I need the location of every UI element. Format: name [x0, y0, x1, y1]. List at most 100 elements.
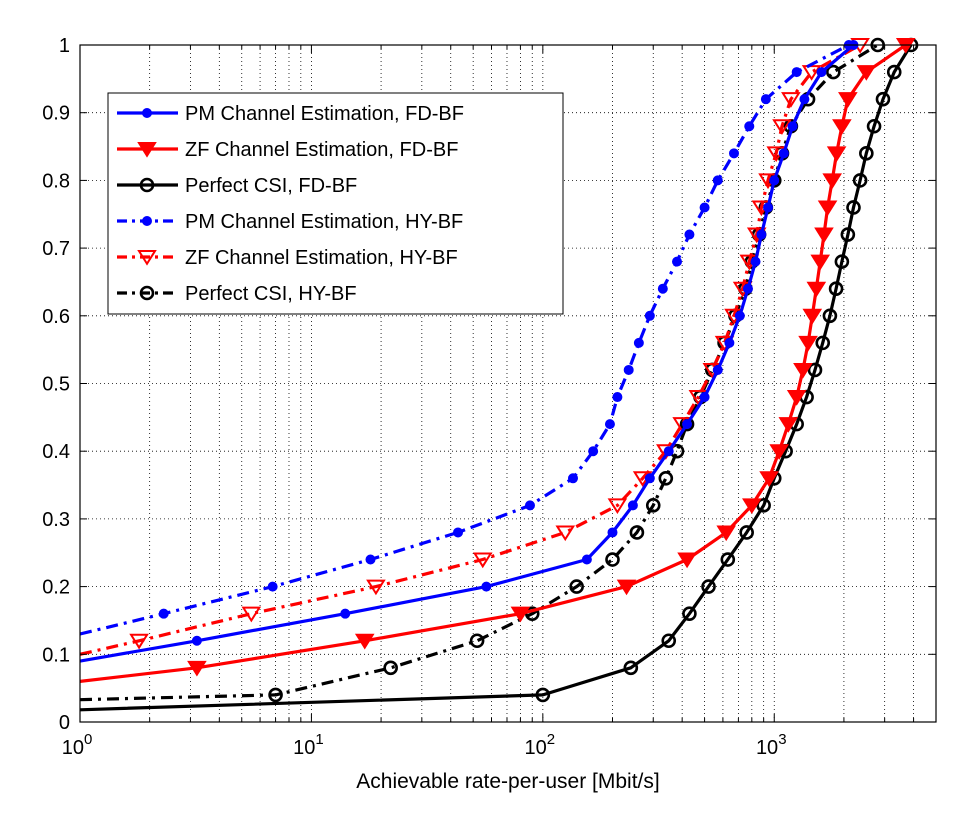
data-point-marker	[712, 175, 723, 186]
data-point-marker	[832, 119, 852, 135]
y-tick-label: 0.7	[42, 238, 70, 260]
data-point-marker	[661, 633, 677, 649]
data-point-marker	[826, 64, 841, 80]
data-point-marker	[627, 500, 638, 511]
data-point-marker	[616, 579, 637, 596]
legend: PM Channel Estimation, FD-BF ZF Channel E…	[107, 92, 564, 315]
x-tick-exponent: 2	[547, 731, 555, 748]
legend-label: Perfect CSI, FD-BF	[185, 175, 357, 197]
data-point-marker	[859, 146, 874, 161]
data-point-marker	[383, 660, 398, 676]
y-tick-label: 1	[59, 35, 70, 57]
x-tick-exponent: 1	[315, 731, 323, 748]
data-point-marker	[365, 554, 376, 565]
legend-label: ZF Channel Estimation, HY-BF	[185, 247, 458, 269]
data-point-marker	[629, 525, 645, 540]
data-point-marker	[822, 173, 843, 190]
data-point-marker	[793, 362, 813, 379]
y-tick-label: 0.1	[42, 644, 70, 666]
y-tick-label: 0	[59, 712, 70, 734]
data-point-marker	[139, 177, 155, 193]
data-point-marker	[840, 227, 856, 242]
data-point-marker	[798, 335, 818, 352]
data-point-marker	[838, 92, 858, 108]
data-point-marker	[856, 65, 877, 81]
data-point-marker	[699, 202, 710, 213]
data-point-marker	[191, 635, 202, 646]
data-point-marker	[137, 142, 157, 158]
data-point-marker	[623, 660, 639, 676]
data-point-marker	[607, 527, 618, 538]
data-point-marker	[817, 200, 838, 217]
data-point-marker	[644, 310, 655, 321]
legend-label: PM Channel Estimation, FD-BF	[185, 103, 464, 125]
data-point-marker	[699, 392, 710, 403]
data-point-marker	[815, 335, 831, 351]
data-point-marker	[834, 254, 850, 269]
data-point-marker	[453, 527, 464, 538]
data-point-marker	[354, 633, 375, 650]
data-point-marker	[826, 146, 847, 163]
data-point-marker	[750, 256, 761, 267]
data-point-marker	[481, 581, 492, 592]
data-point-marker	[728, 148, 739, 159]
data-point-marker	[763, 202, 774, 213]
data-point-marker	[142, 216, 152, 226]
data-point-marker	[875, 91, 891, 107]
data-point-marker	[672, 256, 683, 267]
data-point-marker	[187, 660, 207, 677]
data-point-marker	[684, 229, 695, 240]
data-point-marker	[742, 498, 762, 515]
data-point-marker	[605, 552, 620, 567]
data-point-marker	[267, 581, 278, 592]
data-point-marker	[657, 283, 668, 294]
x-tick-exponent: 0	[84, 731, 92, 748]
data-point-marker	[756, 498, 771, 513]
data-point-marker	[469, 633, 485, 649]
data-point-marker	[581, 554, 592, 565]
data-point-marker	[677, 552, 697, 569]
data-point-marker	[786, 390, 807, 406]
data-point-marker	[712, 364, 723, 375]
data-point-marker	[340, 608, 351, 619]
data-point-marker	[142, 108, 152, 118]
x-tick-exponent: 3	[778, 731, 786, 748]
data-point-marker	[607, 498, 628, 515]
data-point-marker	[663, 446, 674, 457]
data-point-marker	[366, 579, 386, 596]
x-axis-label: Achievable rate-per-user [Mbit/s]	[356, 770, 659, 793]
data-point-marker	[658, 470, 674, 486]
data-point-marker	[799, 94, 810, 105]
data-point-marker	[720, 552, 736, 567]
data-point-marker	[612, 392, 623, 403]
data-point-marker	[822, 308, 838, 324]
data-point-marker	[778, 417, 799, 433]
data-point-marker	[787, 121, 798, 132]
data-point-marker	[760, 94, 771, 105]
data-point-marker	[633, 337, 644, 348]
data-point-marker	[682, 419, 693, 430]
data-point-marker	[535, 687, 551, 703]
data-point-marker	[555, 525, 576, 542]
data-point-marker	[716, 525, 737, 542]
y-tick-label: 0.4	[42, 441, 70, 463]
data-point-marker	[769, 175, 780, 186]
data-point-marker	[778, 148, 789, 159]
data-point-marker	[814, 227, 834, 244]
data-point-marker	[645, 498, 661, 513]
legend-label: Perfect CSI, HY-BF	[185, 283, 357, 305]
data-point-marker	[806, 281, 827, 298]
y-tick-label: 0.9	[42, 103, 70, 125]
legend-box	[107, 92, 564, 315]
y-tick-label: 0.5	[42, 374, 70, 396]
y-tick-label: 0.2	[42, 577, 70, 599]
data-point-marker	[644, 473, 655, 484]
data-point-marker	[129, 633, 149, 650]
legend-label: ZF Channel Estimation, FD-BF	[185, 139, 458, 161]
series-group	[80, 40, 859, 663]
data-point-marker	[846, 200, 861, 215]
data-point-marker	[567, 473, 578, 484]
plot-series	[80, 37, 919, 712]
